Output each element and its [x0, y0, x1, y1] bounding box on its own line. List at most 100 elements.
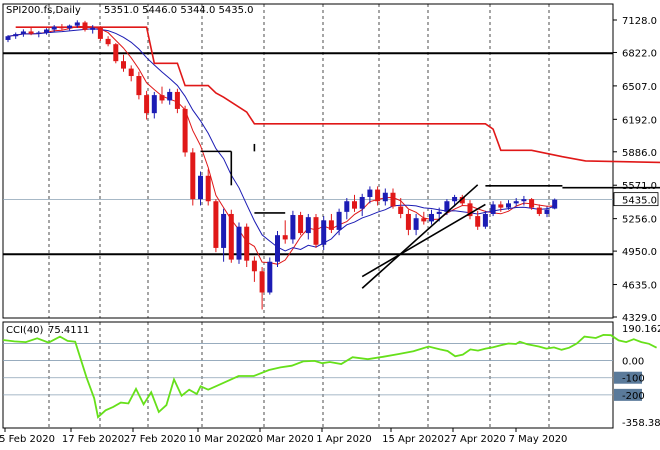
date-axis-label: 7 May 2020 [509, 434, 568, 445]
price-axis-label: 4950.0 [622, 247, 657, 258]
cci-indicator-panel [2, 321, 658, 429]
chart-header-symbol: SPI200.fs,Daily [6, 5, 81, 16]
candle [544, 206, 550, 218]
main-panel-frame [2, 3, 614, 319]
candle [275, 230, 280, 268]
candle [105, 36, 111, 47]
candle [390, 188, 396, 209]
cci-level-badge [614, 371, 642, 384]
price-axis-label: 6822.0 [622, 48, 657, 59]
candle [121, 54, 126, 72]
candle-body [159, 95, 165, 101]
candle [336, 208, 342, 236]
candle-body [313, 217, 319, 245]
candle [305, 213, 311, 240]
last-price-label: 5435.0 [622, 196, 657, 207]
slow-moving-average-line [7, 28, 555, 252]
candle-body [221, 213, 227, 248]
candle-body [482, 213, 488, 227]
candle-body [198, 175, 203, 200]
candle-body [459, 196, 465, 204]
date-axis-label: 5 Feb 2020 [0, 434, 55, 445]
candle [459, 194, 465, 206]
candle-body [352, 201, 357, 209]
candle-body [259, 271, 265, 293]
candle-body [398, 206, 404, 214]
trailing-stop-line [15, 26, 660, 164]
candle [344, 198, 350, 220]
candle [36, 30, 42, 38]
candle-body [290, 215, 296, 240]
candle-body [90, 27, 96, 30]
candle [198, 171, 203, 206]
candle-body [113, 44, 119, 62]
cci-header-value: 75.4111 [48, 325, 89, 336]
candle [498, 201, 504, 212]
candle [359, 193, 365, 217]
candle-body [298, 215, 304, 234]
candle-body [498, 204, 504, 208]
price-axis-label: 6507.0 [622, 82, 657, 93]
main-price-panel [2, 3, 660, 319]
candle [513, 198, 519, 207]
candle-body [82, 22, 88, 30]
candle [429, 209, 434, 225]
date-axis-label: 27 Feb 2020 [124, 434, 186, 445]
candle [282, 220, 288, 244]
candle [259, 267, 265, 310]
candle-body [182, 108, 188, 153]
candle-body [513, 201, 519, 204]
candle [467, 200, 473, 220]
candle-body [421, 218, 427, 222]
candle [59, 24, 65, 31]
candle-body [344, 201, 350, 212]
cci-axis-label: 0.00 [622, 357, 644, 368]
candle-body [444, 201, 450, 212]
date-axis-label: 17 Feb 2020 [62, 434, 124, 445]
candle [367, 186, 373, 204]
last-price-marker [613, 192, 659, 207]
candle-body [44, 29, 49, 33]
candle [490, 201, 496, 217]
candle-body [521, 199, 527, 202]
candle [298, 211, 304, 236]
candle-body [367, 189, 373, 197]
candle-body [429, 213, 434, 222]
candle [51, 25, 57, 33]
candle [228, 209, 234, 263]
candle [74, 20, 80, 28]
candle [205, 169, 211, 206]
candle-body [390, 192, 396, 207]
candle-body [275, 235, 280, 262]
axes-layer: 7128.0 6822.0 6507.0 6192.0 5886.0 5571.0 5256… [0, 16, 660, 445]
candle-body [490, 204, 496, 214]
candle [313, 213, 319, 248]
price-axis-label: 7128.0 [622, 16, 657, 27]
candle-body [321, 220, 327, 245]
date-axis-label: 15 Apr 2020 [382, 434, 444, 445]
candle [375, 186, 381, 206]
candle-body [552, 199, 558, 209]
candle [144, 90, 150, 120]
candle-body [244, 226, 250, 261]
candle-body [506, 203, 511, 208]
candle [405, 209, 411, 236]
candle [521, 195, 527, 206]
candle-body [382, 192, 388, 202]
candle-body [282, 235, 288, 240]
cci-line [2, 333, 658, 419]
date-axis-label: 10 Mar 2020 [188, 434, 251, 445]
cci-axis-label: -200 [622, 391, 645, 402]
candle-body [51, 26, 57, 30]
candle-body [105, 38, 111, 45]
candle [5, 35, 11, 43]
candle [213, 199, 219, 253]
candle-body [544, 209, 550, 214]
candle-body [359, 196, 365, 209]
date-axis-label: 20 Mar 2020 [250, 434, 313, 445]
cci-header-name: CCI(40) [6, 325, 44, 336]
trend-line [361, 184, 479, 289]
cci-axis-label: -100 [622, 374, 645, 385]
candle [190, 148, 196, 206]
